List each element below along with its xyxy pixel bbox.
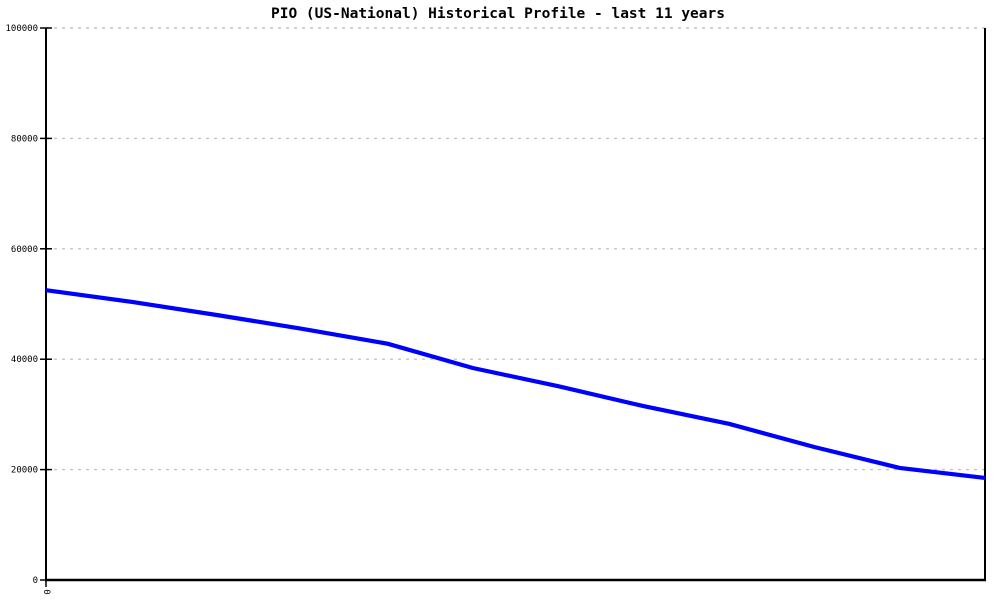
y-tick-label: 20000 bbox=[11, 466, 38, 476]
y-tick-label: 60000 bbox=[11, 245, 38, 255]
x-axis-ticks: 0 bbox=[41, 580, 51, 595]
y-tick-label: 0 bbox=[33, 576, 38, 586]
data-series-line bbox=[45, 288, 986, 480]
gridlines bbox=[46, 27, 985, 471]
x-tick-label: 0 bbox=[41, 589, 51, 594]
axes bbox=[45, 28, 986, 582]
y-axis-ticks: 0 20000 40000 60000 80000 100000 bbox=[5, 24, 52, 586]
y-tick-label: 40000 bbox=[11, 355, 38, 365]
y-tick-label: 100000 bbox=[5, 24, 38, 34]
chart-title: PIO (US-National) Historical Profile - l… bbox=[271, 6, 725, 22]
y-tick-label: 80000 bbox=[11, 134, 38, 144]
